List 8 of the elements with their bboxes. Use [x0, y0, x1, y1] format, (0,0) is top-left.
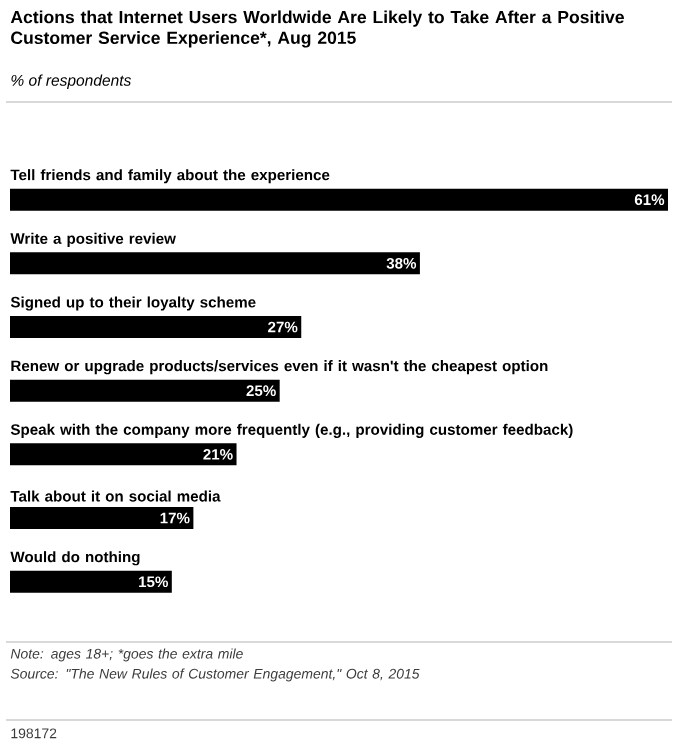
bar: [10, 507, 194, 530]
bar: [10, 252, 420, 275]
bar: [10, 188, 669, 211]
bar: [10, 379, 280, 402]
bar: [10, 316, 302, 339]
bar: [10, 570, 172, 593]
bar: [10, 443, 237, 466]
chart-title: Actions that Internet Users Worldwide Are Likely to Take After a Positive Customer Service Experience*, Aug 2015: [10, 10, 624, 48]
